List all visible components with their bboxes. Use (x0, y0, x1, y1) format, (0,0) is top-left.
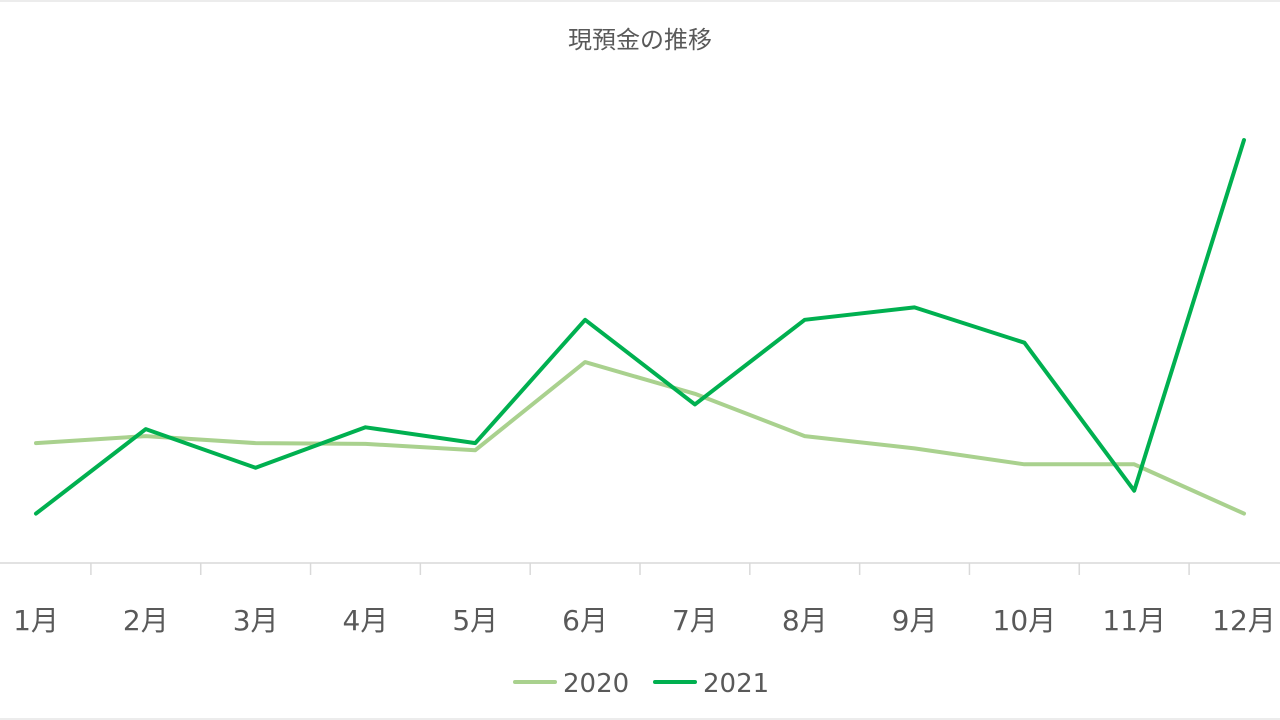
x-tick-label: 6月 (562, 604, 608, 637)
legend: 2020 2021 (513, 669, 769, 699)
plot-area: 1月 2月 3月 4月 5月 6月 7月 8月 9月 10月 11月 12月 (0, 138, 1280, 637)
x-tick-label: 8月 (782, 604, 828, 637)
chart-title: 現預金の推移 (568, 26, 712, 54)
x-tick-label: 1月 (13, 604, 59, 637)
x-tick-label: 2月 (123, 604, 169, 637)
x-tick-label: 7月 (672, 604, 718, 637)
legend-label-2021: 2021 (703, 669, 769, 699)
x-tick-label: 3月 (233, 604, 279, 637)
x-tick-label: 10月 (993, 604, 1057, 637)
series-line-2021 (34, 138, 1246, 516)
x-tick-label: 12月 (1212, 604, 1276, 637)
x-tick-label: 5月 (452, 604, 498, 637)
x-tick-label: 4月 (343, 604, 389, 637)
legend-label-2020: 2020 (563, 669, 629, 699)
x-tick-label: 11月 (1102, 604, 1166, 637)
series-line-2020 (34, 360, 1246, 516)
x-tick-label: 9月 (892, 604, 938, 637)
